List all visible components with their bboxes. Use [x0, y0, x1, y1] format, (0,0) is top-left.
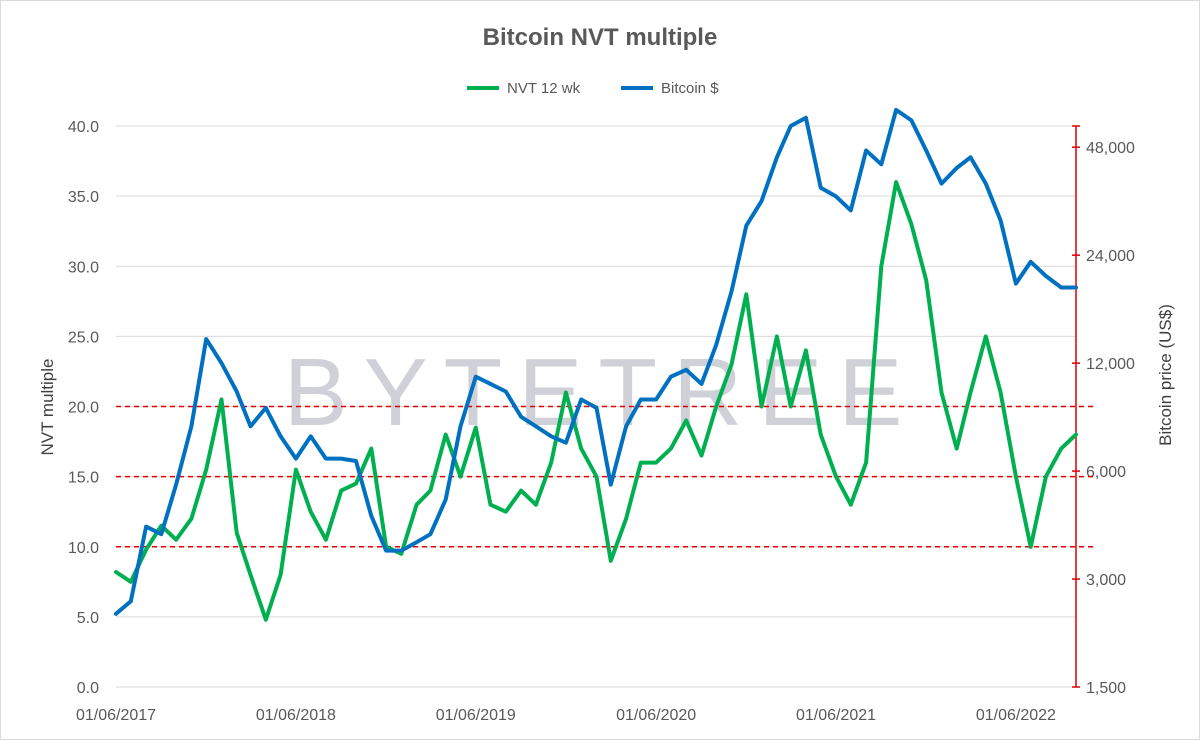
left-tick-label: 0.0	[77, 680, 99, 697]
x-tick-label: 01/06/2022	[976, 707, 1056, 724]
x-tick-label: 01/06/2021	[796, 707, 876, 724]
left-tick-label: 20.0	[68, 400, 99, 417]
right-tick-label: 24,000	[1086, 248, 1135, 265]
x-tick-label: 01/06/2019	[436, 707, 516, 724]
left-tick-label: 30.0	[68, 259, 99, 276]
right-axis: 1,500 3,000 6,000 12,000 24,000 48,000	[1072, 125, 1135, 697]
left-axis-ticks: 0.0 5.0 10.0 15.0 20.0 25.0 30.0 35.0 40.0	[68, 119, 99, 697]
left-tick-label: 10.0	[68, 540, 99, 557]
watermark: BYTETREE	[284, 339, 919, 446]
left-axis-title: NVT multiple	[38, 359, 57, 456]
series-lines	[114, 107, 1078, 622]
x-tick-label: 01/06/2018	[256, 707, 336, 724]
left-tick-label: 35.0	[68, 189, 99, 206]
left-tick-label: 15.0	[68, 470, 99, 487]
x-tick-label: 01/06/2017	[76, 707, 156, 724]
right-tick-label: 48,000	[1086, 140, 1135, 157]
right-tick-label: 6,000	[1086, 464, 1126, 481]
right-tick-label: 12,000	[1086, 356, 1135, 373]
legend-label-bitcoin: Bitcoin $	[661, 80, 719, 97]
legend-label-nvt: NVT 12 wk	[507, 80, 581, 97]
right-axis-title: Bitcoin price (US$)	[1156, 304, 1175, 446]
left-tick-label: 5.0	[77, 610, 99, 627]
x-axis-ticks: 01/06/2017 01/06/2018 01/06/2019 01/06/2020…	[76, 707, 1056, 724]
chart-title: Bitcoin NVT multiple	[483, 24, 718, 51]
x-tick-label: 01/06/2020	[616, 707, 696, 724]
legend: NVT 12 wk Bitcoin $	[467, 80, 719, 97]
left-tick-label: 25.0	[68, 329, 99, 346]
bitcoin-price-line	[114, 107, 1078, 616]
right-tick-label: 3,000	[1086, 572, 1126, 589]
nvt-line	[114, 180, 1078, 622]
right-tick-label: 1,500	[1086, 680, 1126, 697]
left-tick-label: 40.0	[68, 119, 99, 136]
